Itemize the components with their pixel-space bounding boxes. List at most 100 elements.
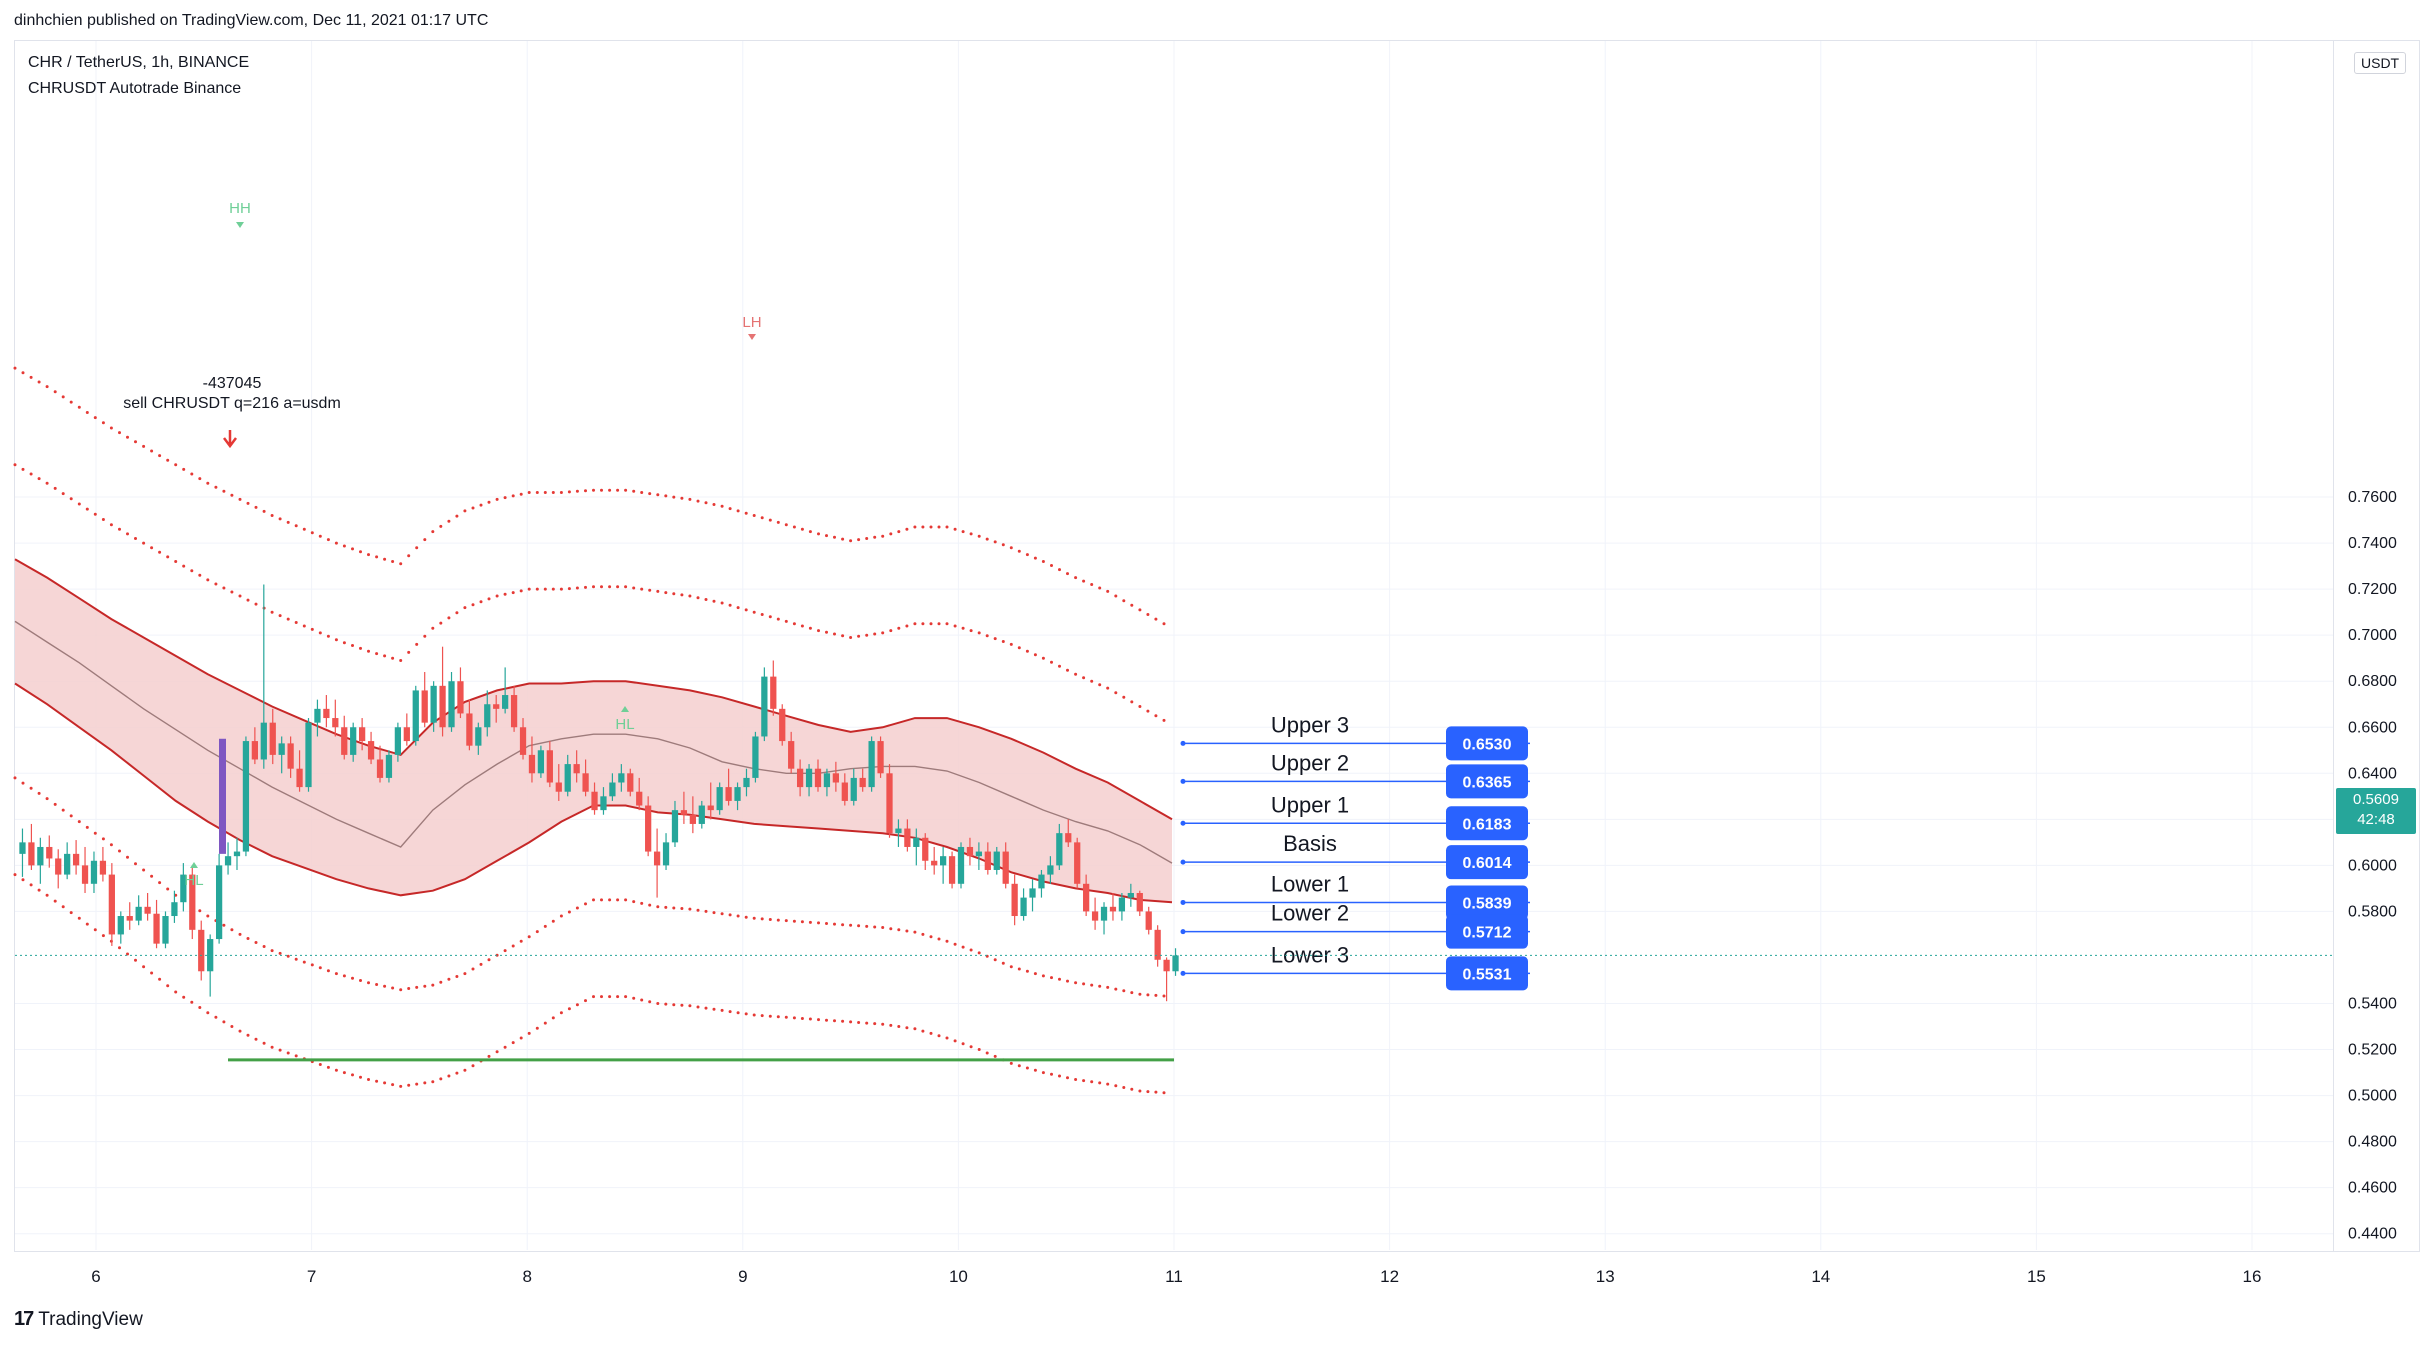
- envelope-dot: [808, 1017, 812, 1021]
- envelope-dot: [720, 504, 724, 508]
- plot-area[interactable]: [14, 40, 2334, 1252]
- envelope-dot: [825, 534, 828, 538]
- envelope-dot: [817, 921, 820, 925]
- envelope-dot: [624, 488, 628, 492]
- envelope-dot: [1146, 1090, 1150, 1094]
- level-value-badge: [1446, 726, 1528, 761]
- candle-body: [680, 810, 688, 815]
- envelope-dot: [399, 1084, 403, 1088]
- candle: [207, 934, 214, 997]
- candle: [689, 796, 696, 834]
- envelope-dot: [109, 843, 113, 847]
- envelope-dot: [254, 505, 258, 509]
- candle: [931, 846, 938, 875]
- envelope-dot: [13, 776, 17, 780]
- candle: [1127, 883, 1134, 907]
- envelope-dot: [1025, 1066, 1029, 1070]
- envelope-dot: [1130, 991, 1134, 995]
- envelope-dot: [664, 1002, 668, 1006]
- price-axis[interactable]: [2334, 40, 2420, 1252]
- envelope-dot: [640, 901, 644, 905]
- envelope-dot: [1082, 579, 1086, 583]
- candle: [385, 750, 393, 783]
- envelope-dot: [310, 531, 314, 535]
- envelope-dot: [1033, 972, 1037, 976]
- envelope-dot: [415, 546, 419, 550]
- envelope-dot: [126, 532, 129, 536]
- envelope-dot: [680, 1003, 684, 1007]
- envelope-dot: [680, 496, 684, 500]
- envelope-dot: [471, 603, 475, 607]
- envelope-dot: [1090, 1080, 1094, 1084]
- envelope-dot: [190, 472, 194, 476]
- time-tick-label: 10: [949, 1267, 968, 1286]
- time-tick-label: 16: [2243, 1267, 2262, 1286]
- envelope-dot: [1001, 640, 1005, 643]
- hh-label: HH: [229, 200, 251, 217]
- candle: [940, 846, 947, 884]
- envelope-dot: [1041, 656, 1045, 660]
- envelope-dot: [833, 632, 836, 636]
- envelope-dot: [704, 501, 708, 505]
- candle: [1029, 879, 1036, 912]
- candle: [680, 791, 688, 824]
- envelope-dot: [1130, 1087, 1134, 1091]
- envelope-dot: [656, 589, 660, 593]
- candle-body: [788, 741, 795, 769]
- envelope-dot: [712, 911, 716, 915]
- envelope-dot: [551, 1016, 555, 1020]
- envelope-dot: [391, 986, 395, 990]
- candle-body: [55, 858, 62, 875]
- price-unit-badge[interactable]: USDT: [2354, 52, 2407, 74]
- envelope-dot: [1130, 603, 1134, 607]
- envelope-dot: [768, 1014, 772, 1018]
- candle: [233, 837, 241, 870]
- envelope-dot: [1066, 668, 1069, 672]
- candle-body: [493, 704, 500, 709]
- envelope-dot: [841, 634, 845, 638]
- envelope-dot: [503, 496, 507, 500]
- candle-body: [868, 741, 875, 788]
- candle-body: [1163, 959, 1170, 972]
- envelope-dot: [704, 1006, 708, 1010]
- envelope-dot: [511, 591, 515, 595]
- envelope-dot: [190, 1000, 194, 1004]
- envelope-dot: [519, 492, 523, 496]
- envelope-dot: [873, 535, 877, 539]
- candle: [242, 736, 250, 857]
- envelope-dot: [126, 952, 129, 956]
- candle-body: [448, 681, 455, 728]
- tradingview-logo[interactable]: 17 TradingView: [14, 1308, 143, 1331]
- candle-body: [198, 929, 205, 972]
- envelope-dot: [246, 598, 250, 602]
- envelope-dot: [937, 622, 941, 626]
- envelope-dot: [559, 914, 563, 918]
- candle: [108, 863, 115, 946]
- candle-body: [126, 916, 133, 921]
- envelope-dot: [720, 912, 724, 916]
- candle-body: [734, 787, 741, 801]
- envelope-dot: [118, 946, 121, 950]
- envelope-dot: [142, 541, 146, 545]
- candle: [904, 819, 911, 852]
- envelope-dot: [1050, 976, 1053, 980]
- envelope-dot: [310, 963, 314, 967]
- time-tick-label: 12: [1380, 1267, 1399, 1286]
- envelope-dot: [1122, 1086, 1126, 1089]
- candle-body: [1100, 906, 1108, 921]
- envelope-dot: [479, 600, 483, 604]
- candle-body: [1056, 833, 1063, 866]
- envelope-dot: [471, 1064, 475, 1068]
- envelope-dot: [1162, 622, 1166, 626]
- envelope-dot: [37, 791, 41, 795]
- candle-body: [233, 851, 241, 857]
- indicator-legend[interactable]: CHRUSDT Autotrade Binance: [28, 80, 242, 97]
- time-tick-label: 14: [1811, 1267, 1830, 1286]
- candle-body: [180, 874, 187, 903]
- candle: [671, 800, 679, 847]
- envelope-dot: [206, 914, 210, 918]
- candle: [662, 833, 670, 870]
- envelope-dot: [1146, 993, 1150, 997]
- candle: [627, 768, 634, 797]
